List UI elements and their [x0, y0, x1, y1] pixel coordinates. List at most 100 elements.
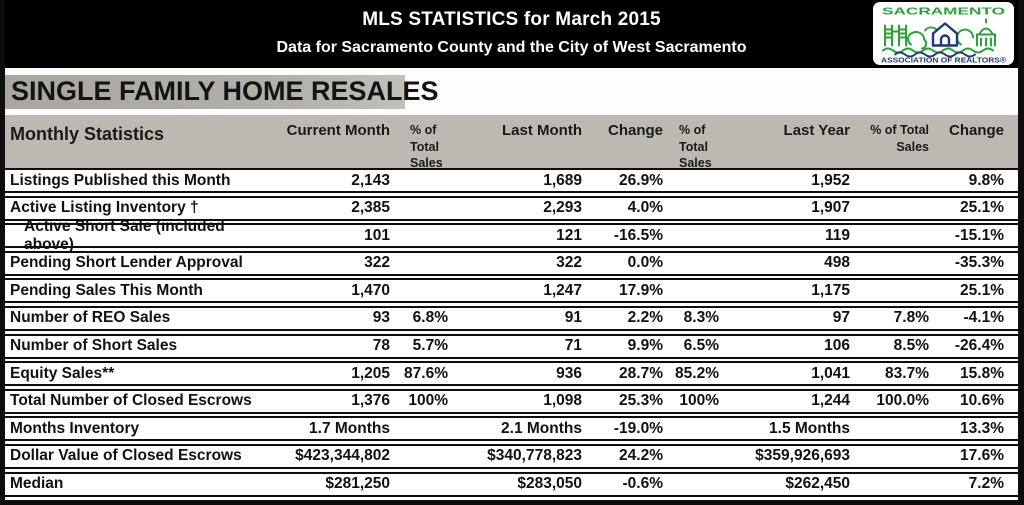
col-header-pct-total-sales-last-month: % of Total Sales	[663, 122, 719, 172]
cell-cur: 322	[364, 254, 390, 272]
table-row: Active Listing Inventory † 2,385 2,293 4.0%…	[5, 195, 1018, 221]
col-header-change-last-month: Change	[607, 122, 663, 139]
cell-lm: 322	[556, 254, 582, 272]
cell-ly: 1,041	[811, 364, 850, 382]
cell-lm_chg: 25.3%	[619, 392, 663, 410]
cell-ly_chg: -4.1%	[963, 309, 1005, 327]
cell-lm: 2.1 Months	[501, 419, 582, 437]
row-label: Dollar Value of Closed Escrows	[10, 447, 242, 465]
cell-cur_pct: 5.7%	[412, 337, 448, 355]
cell-ly_chg: 15.8%	[960, 364, 1004, 382]
cell-lm_chg: 17.9%	[619, 281, 663, 299]
row-label: Median	[10, 475, 64, 493]
cell-cur: 101	[364, 226, 390, 244]
table-row: Dollar Value of Closed Escrows $423,344,8…	[5, 443, 1018, 469]
cell-lm_pct: 8.3%	[683, 309, 719, 327]
cell-lm_chg: -0.6%	[622, 475, 664, 493]
cell-cur: 2,143	[351, 171, 390, 189]
tower-bridge-icon	[884, 24, 907, 47]
table-row: Listings Published this Month 2,143 1,689 2…	[5, 168, 1018, 193]
cell-cur: $423,344,802	[295, 447, 390, 465]
cell-lm: 1,247	[543, 281, 582, 299]
capitol-icon	[976, 18, 996, 47]
cell-ly_chg: 17.6%	[960, 447, 1004, 465]
cell-ly_pct: 83.7%	[885, 364, 929, 382]
cell-ly: $359,926,693	[755, 447, 850, 465]
col-header-last-year: Last Year	[783, 122, 850, 139]
cell-cur: 1,205	[351, 364, 390, 382]
cell-cur: 1.7 Months	[309, 419, 390, 437]
cell-ly: $262,450	[785, 475, 850, 493]
cell-lm: 1,689	[543, 171, 582, 189]
cell-ly_pct: 100.0%	[876, 392, 929, 410]
cell-ly: 119	[824, 226, 850, 244]
section-title-row: SINGLE FAMILY HOME RESALES	[5, 68, 1018, 115]
realtors-logo-icon: SACRAMENTO	[881, 7, 1007, 65]
cell-cur: 1,470	[351, 281, 390, 299]
table-row: Number of REO Sales 93 6.8% 91 2.2% 8.3% 97 7.8…	[5, 305, 1018, 331]
cell-cur_pct: 100%	[408, 392, 448, 410]
cell-lm: $283,050	[517, 475, 582, 493]
cell-ly_chg: -26.4%	[954, 337, 1004, 355]
row-label: Number of REO Sales	[10, 309, 171, 327]
cell-ly_chg: 25.1%	[960, 199, 1004, 217]
table-row: Equity Sales** 1,205 87.6% 936 28.7% 85.2% 1,0…	[5, 361, 1018, 387]
row-label: Pending Sales This Month	[10, 281, 203, 299]
header-line: Sales	[679, 156, 712, 170]
header-line: Total	[410, 139, 439, 154]
cell-lm_pct: 6.5%	[683, 337, 719, 355]
row-label: Months Inventory	[10, 419, 140, 437]
cell-ly: 97	[832, 309, 850, 327]
table-row: Pending Sales This Month 1,470 1,247 17.9% 1…	[5, 278, 1018, 304]
cell-lm_chg: 9.9%	[627, 337, 663, 355]
col-header-last-month: Last Month	[502, 122, 582, 139]
cell-cur: 78	[372, 337, 390, 355]
cell-ly_pct: 7.8%	[893, 309, 929, 327]
cell-ly_chg: 7.2%	[968, 475, 1004, 493]
cell-lm: 2,293	[543, 199, 582, 217]
cell-ly_chg: -35.3%	[954, 254, 1004, 272]
header-line: % of	[410, 123, 437, 137]
table-row: Active Short Sale (included above) 101 121…	[5, 218, 1018, 253]
cell-cur: 2,385	[351, 199, 390, 217]
cell-ly: 498	[824, 254, 850, 272]
table-body: Listings Published this Month 2,143 1,689 2…	[5, 168, 1018, 497]
row-label: Listings Published this Month	[10, 171, 231, 189]
header-line: % of	[679, 123, 706, 137]
col-header-monthly-statistics: Monthly Statistics	[10, 124, 165, 144]
header-line: % of Total	[870, 123, 929, 137]
monthly-statistics-table: Monthly Statistics Current Month % of To…	[5, 115, 1018, 497]
col-header-pct-total-sales-current: % of Total Sales	[390, 122, 450, 172]
cell-lm_chg: -16.5%	[613, 226, 663, 244]
cell-cur: $281,250	[325, 475, 390, 493]
header-line: Total	[679, 139, 708, 154]
cell-lm: 121	[556, 226, 582, 244]
cell-ly_chg: 10.6%	[960, 392, 1004, 410]
cell-cur: 93	[372, 309, 390, 327]
row-label: Total Number of Closed Escrows	[10, 392, 252, 410]
house-icon	[931, 22, 959, 47]
logo-org-subtext: ASSOCIATION OF REALTORS®	[881, 57, 1007, 65]
table-row: Pending Short Lender Approval 322 322 0.0% 4…	[5, 250, 1018, 276]
cell-ly: 1,175	[811, 281, 850, 299]
cell-lm_pct: 100%	[679, 392, 719, 410]
section-title: SINGLE FAMILY HOME RESALES	[5, 75, 439, 109]
cell-ly_chg: 25.1%	[960, 281, 1004, 299]
cell-cur_pct: 87.6%	[404, 364, 448, 382]
cell-ly: 1,244	[811, 392, 850, 410]
col-header-pct-total-sales-last-year: % of Total Sales	[850, 122, 931, 155]
cell-cur_pct: 6.8%	[412, 309, 448, 327]
cell-ly: 1.5 Months	[769, 419, 850, 437]
banner-title: MLS STATISTICS for March 2015	[362, 9, 661, 30]
cell-lm_chg: -19.0%	[613, 419, 663, 437]
col-header-change-last-year: Change	[948, 122, 1004, 139]
cell-ly_pct: 8.5%	[893, 337, 929, 355]
cell-lm: 71	[564, 337, 582, 355]
row-label: Pending Short Lender Approval	[10, 254, 243, 272]
cell-lm: $340,778,823	[487, 447, 582, 465]
table-row: Months Inventory 1.7 Months 2.1 Months -19.…	[5, 416, 1018, 442]
row-label: Active Listing Inventory †	[10, 199, 199, 217]
header-line: Sales	[410, 156, 443, 170]
row-label: Number of Short Sales	[10, 337, 178, 355]
